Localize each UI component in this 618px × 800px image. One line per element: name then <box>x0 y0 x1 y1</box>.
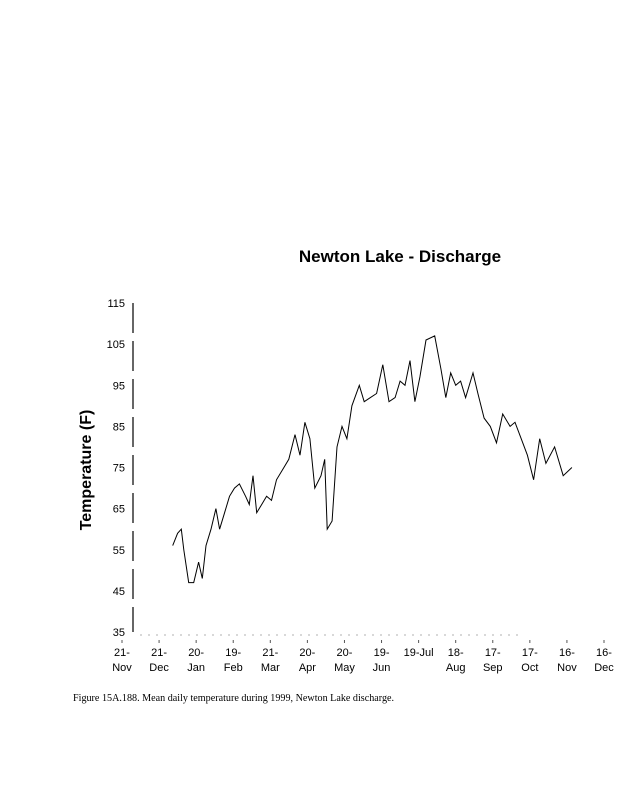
y-tick-label: 95 <box>113 380 125 392</box>
series-line <box>172 335 573 584</box>
x-tick-label: 21- <box>151 647 167 659</box>
y-tick-label: 45 <box>113 586 125 598</box>
y-axis-label: Temperature (F) <box>78 410 95 531</box>
y-ticks: 35 45 55 65 75 85 95 105 115 <box>107 298 125 639</box>
x-tick-label: 20- <box>188 647 204 659</box>
x-tick-label: Dec <box>594 662 614 674</box>
x-tick-label: 18- <box>448 647 464 659</box>
x-ticks: 21- Nov 21- Dec 20- Jan 19- Feb 21- Mar 20- Apr 20- M… <box>112 640 614 674</box>
y-tick-label: 35 <box>113 627 125 639</box>
y-tick-label: 75 <box>113 463 125 475</box>
y-tick-label: 105 <box>107 339 125 351</box>
x-tick-label: 17- <box>522 647 538 659</box>
chart-title: Newton Lake - Discharge <box>299 247 501 266</box>
x-tick-label: Nov <box>112 662 132 674</box>
x-tick-label: 17- <box>485 647 501 659</box>
x-tick-label: 16- <box>596 647 612 659</box>
x-tick-label: Jan <box>187 662 205 674</box>
x-tick-label: 21- <box>262 647 278 659</box>
figure-caption: Figure 15A.188. Mean daily temperature d… <box>73 692 395 704</box>
x-tick-label: Jun <box>373 662 391 674</box>
x-tick-label: Nov <box>557 662 577 674</box>
x-tick-label: 21- <box>114 647 130 659</box>
x-tick-label: 19- <box>225 647 241 659</box>
x-tick-label: Apr <box>299 662 316 674</box>
x-tick-label: Oct <box>521 662 538 674</box>
x-tick-label: May <box>334 662 355 674</box>
x-tick-label: Mar <box>261 662 280 674</box>
x-tick-label: Sep <box>483 662 503 674</box>
x-tick-label: 19- <box>374 647 390 659</box>
x-tick-label: 19-Jul <box>404 647 434 659</box>
x-tick-label: 20- <box>337 647 353 659</box>
x-tick-label: Aug <box>446 662 466 674</box>
y-tick-label: 85 <box>113 421 125 433</box>
y-tick-label: 55 <box>113 545 125 557</box>
y-tick-label: 65 <box>113 504 125 516</box>
x-tick-label: 20- <box>299 647 315 659</box>
x-tick-label: Feb <box>224 662 243 674</box>
x-tick-label: 16- <box>559 647 575 659</box>
x-tick-label: Dec <box>149 662 169 674</box>
y-tick-label: 115 <box>107 298 125 310</box>
